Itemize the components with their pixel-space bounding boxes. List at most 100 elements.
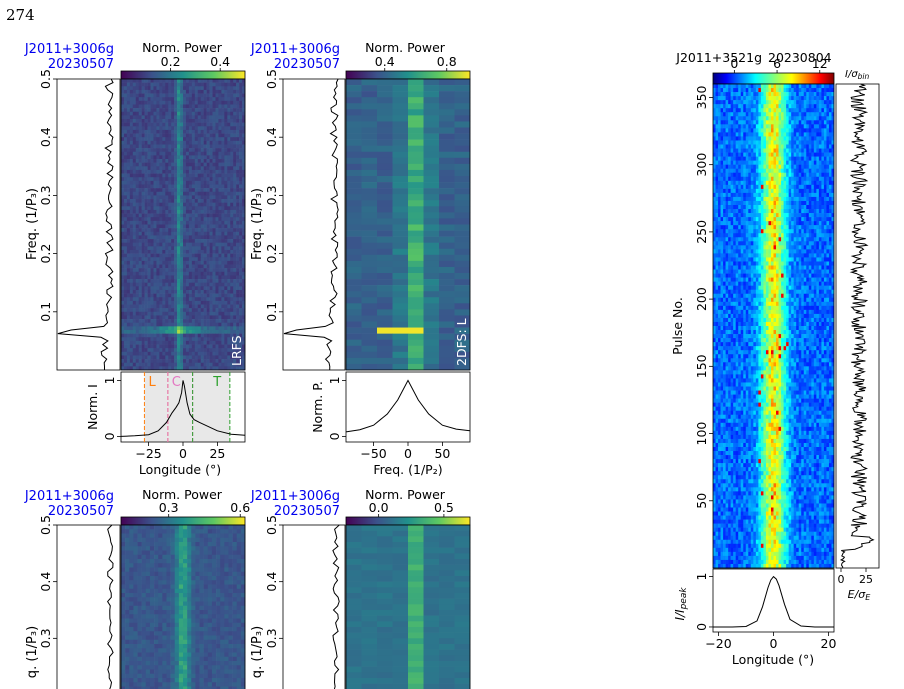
- y-tick-label: 0.3: [38, 628, 53, 648]
- colorbar-label: Norm. Power: [365, 40, 446, 55]
- y-tick-label: 0.5: [38, 69, 53, 89]
- profile-y-label: I/Ipeak: [673, 587, 689, 621]
- profile-x-label: Longitude (°): [732, 652, 814, 667]
- pulse-stack-frame: [712, 83, 835, 569]
- lrfs-panel-top-left: J2011+3006g 20230507 Norm. Power 0.2 0.4 …: [24, 40, 246, 477]
- profile-line: [120, 380, 246, 437]
- y-tick-label: 0.4: [38, 127, 53, 147]
- profile-line: [713, 575, 834, 628]
- x-tick-label: 20: [821, 636, 837, 651]
- y-axis-label: Freq. (1/P₃): [25, 188, 40, 260]
- profile-plot: L C T −25 0 25 0 1: [102, 371, 246, 461]
- y-ticks: 50 100 150 200 250 300 350: [694, 85, 713, 509]
- source-label: J2011+3006g: [250, 489, 340, 504]
- y-tick-label: 0.3: [38, 185, 53, 205]
- y-tick-label: 0.3: [264, 185, 279, 205]
- y-tick-label: 350: [694, 85, 709, 109]
- profile-frame: [712, 568, 835, 633]
- colorbar-tick-label: 0.8: [437, 54, 457, 69]
- energy-axes: [835, 83, 880, 569]
- colorbar-label: Norm. Power: [365, 487, 446, 502]
- y-tick-label: 0: [102, 432, 117, 440]
- x-tick-label: 0: [179, 446, 187, 461]
- y-tick-label: 50: [694, 493, 709, 509]
- colorbar-ticks: 0.3 0.6: [159, 500, 250, 517]
- y-ticks: 0.3 0.4 0.5: [264, 515, 283, 648]
- y-tick-label: 100: [694, 422, 709, 446]
- pulse-stack-heatmap: [713, 84, 835, 569]
- heatmap: [121, 79, 246, 371]
- region-label: C: [172, 375, 181, 390]
- colorbar: [712, 72, 835, 85]
- y-tick-label: 0.2: [264, 244, 279, 264]
- region-T: [192, 372, 230, 442]
- y-tick-label: 150: [694, 354, 709, 378]
- title-date: 20230804: [768, 50, 832, 65]
- corner-label: 2DFS: L: [454, 318, 469, 366]
- heatmap: [346, 525, 471, 689]
- colorbar-tick-label: 0.6: [230, 500, 250, 515]
- energy-x-tick-label: 0: [838, 573, 845, 586]
- energy-x-ticks: 0 25: [838, 568, 873, 586]
- colorbar-ticks: 0 6 12: [730, 56, 828, 73]
- page-number: 274: [6, 6, 35, 24]
- heatmap: [346, 79, 471, 371]
- region-label: T: [212, 375, 221, 390]
- colorbar: [120, 70, 246, 80]
- y-tick-label: 250: [694, 220, 709, 244]
- energy-x-label: E/σE: [848, 588, 872, 602]
- heatmap-frame: [345, 78, 471, 371]
- profile-x-label: Longitude (°): [139, 462, 221, 477]
- profile-y-label: Norm. P.: [310, 381, 325, 433]
- corner-label: LRFS: [229, 335, 244, 366]
- y-tick-label: 0.5: [264, 515, 279, 535]
- colorbar-ticks: 0.4 0.8: [375, 54, 457, 71]
- y-axis-label: q. (1/P₃): [25, 626, 40, 678]
- heatmap-frame: [345, 524, 471, 689]
- y-tick-label: 0.2: [38, 244, 53, 264]
- y-tick-label: 0.4: [264, 127, 279, 147]
- lrfs-panel-bottom-left: J2011+3006g 20230507 Norm. Power 0.3 0.6 …: [24, 487, 250, 689]
- region-label: L: [149, 375, 157, 390]
- energy-line: [839, 83, 875, 569]
- side-spectrum-line: [332, 524, 340, 689]
- energy-x-tick-label: 25: [859, 573, 873, 586]
- y-tick-label: 1: [102, 376, 117, 384]
- y-tick-label: 0.5: [38, 515, 53, 535]
- y-tick-label: 300: [694, 153, 709, 177]
- colorbar: [345, 70, 471, 80]
- y-axis-label: Pulse No.: [670, 297, 685, 355]
- y-ticks: 0.1 0.2 0.3 0.4 0.5: [264, 69, 283, 322]
- date-label: 20230507: [274, 57, 340, 72]
- y-tick-label: 0.5: [264, 69, 279, 89]
- title-source: J2011+3521g: [675, 50, 762, 65]
- date-label: 20230507: [48, 57, 114, 72]
- x-tick-label: 50: [434, 446, 450, 461]
- profile-y-label: Norm. I: [85, 384, 100, 430]
- x-tick-label: 0: [770, 636, 778, 651]
- heatmap-frame: [120, 524, 246, 689]
- side-spectrum-line: [106, 524, 114, 689]
- x-tick-label: 25: [209, 446, 225, 461]
- profile-x-label: Freq. (1/P₂): [373, 462, 442, 477]
- colorbar-tick-label: 6: [773, 56, 781, 71]
- colorbar-ticks: 0.0 0.5: [369, 500, 454, 517]
- y-tick-label: 0.1: [264, 302, 279, 322]
- y-tick-label: 1: [327, 376, 342, 384]
- colorbar-tick-label: 0.5: [434, 500, 454, 515]
- y-tick-label: 200: [694, 287, 709, 311]
- colorbar-label: Norm. Power: [142, 487, 223, 502]
- side-spectrum-line: [283, 78, 339, 371]
- colorbar-tick-label: 0: [730, 56, 738, 71]
- y-ticks: 0.1 0.2 0.3 0.4 0.5: [38, 69, 57, 322]
- profile-line: [345, 379, 471, 433]
- profile-frame: [345, 371, 471, 443]
- colorbar-tick-label: 0.4: [375, 54, 395, 69]
- heatmap-frame: [120, 78, 246, 371]
- 2dfs-panel-top-right: J2011+3006g 20230507 Norm. Power 0.4 0.8 …: [250, 40, 471, 477]
- y-tick-label: 1: [694, 573, 709, 581]
- side-spectrum-line: [57, 78, 114, 370]
- x-tick-label: −25: [135, 446, 161, 461]
- source-label: J2011+3006g: [24, 489, 114, 504]
- colorbar: [345, 516, 471, 526]
